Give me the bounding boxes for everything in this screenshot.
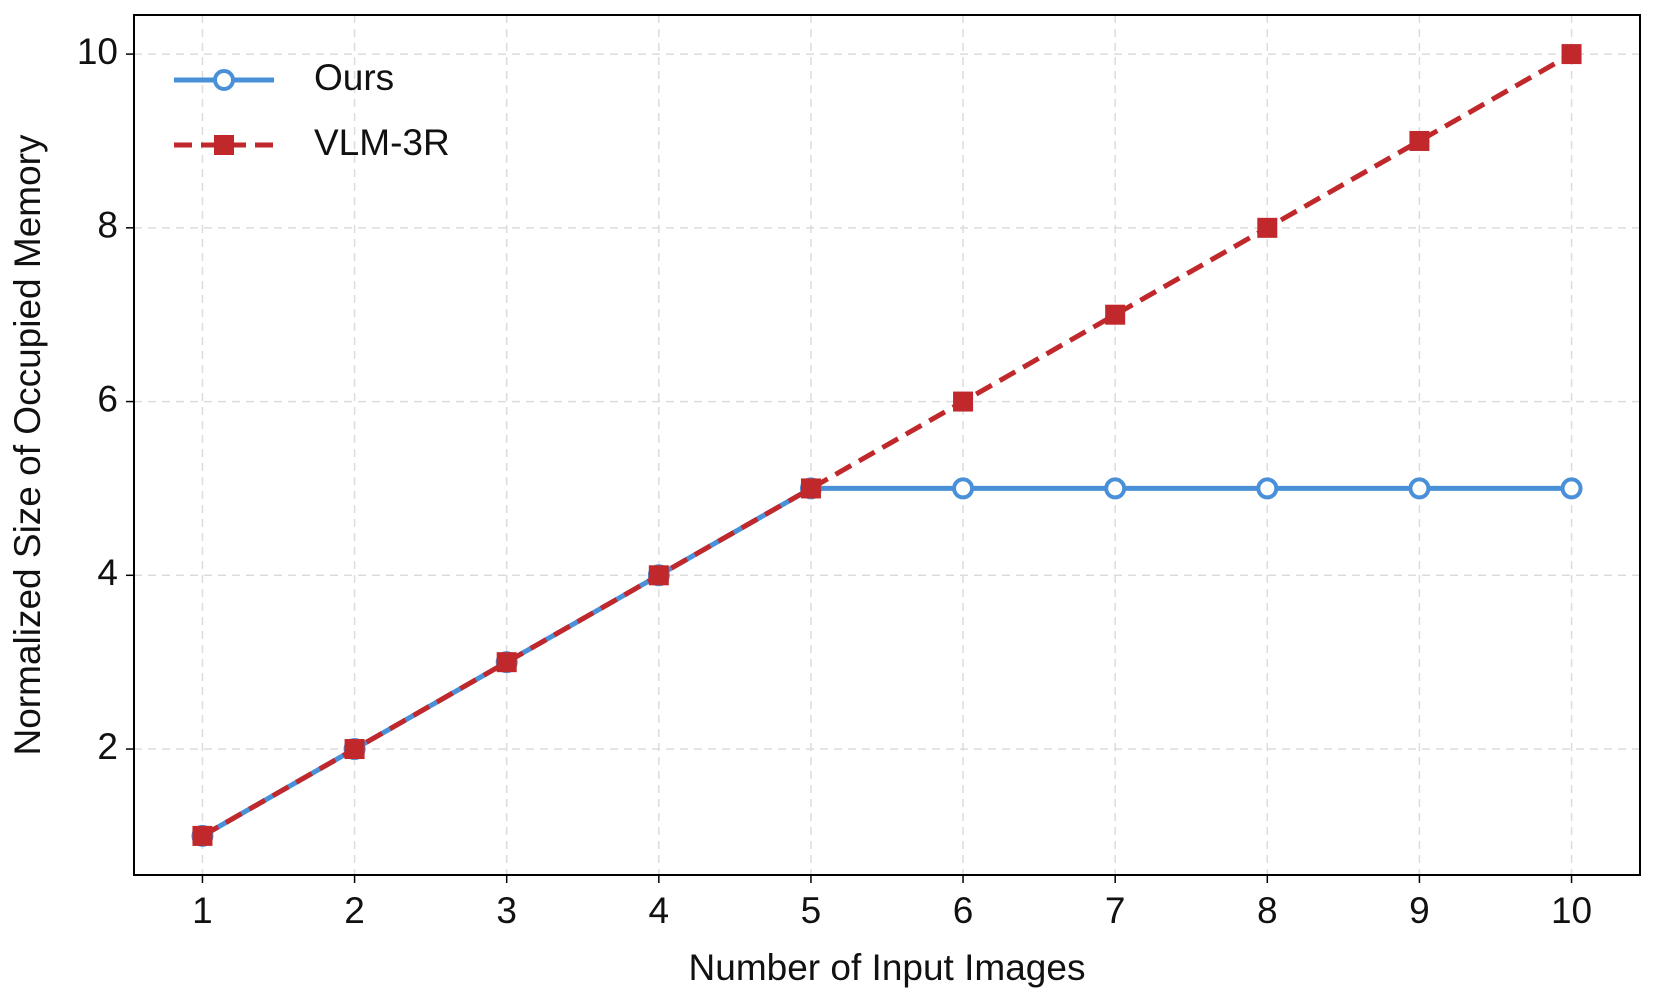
x-tick-label: 5 — [801, 890, 822, 931]
y-axis-label: Normalized Size of Occupied Memory — [7, 134, 48, 755]
data-point — [344, 739, 365, 760]
y-tick-label: 2 — [97, 726, 118, 767]
series-line — [201, 51, 1573, 839]
data-point — [192, 825, 213, 846]
legend-marker — [213, 69, 235, 91]
data-point — [952, 477, 975, 500]
data-point — [1409, 130, 1430, 151]
data-point — [1104, 477, 1127, 500]
x-tick-label: 10 — [1551, 890, 1592, 931]
data-point — [648, 565, 669, 586]
plot-frame — [133, 14, 1641, 876]
x-tick-label: 7 — [1105, 890, 1126, 931]
x-tick-label: 8 — [1257, 890, 1278, 931]
data-point — [1105, 304, 1126, 325]
data-point — [1408, 477, 1431, 500]
data-point — [1257, 217, 1278, 238]
legend-marker — [214, 135, 234, 155]
y-tick-label: 10 — [77, 31, 118, 72]
data-point — [1561, 44, 1582, 65]
data-point — [953, 391, 974, 412]
x-tick-label: 1 — [192, 890, 213, 931]
x-tick-label: 4 — [649, 890, 670, 931]
x-tick-label: 2 — [344, 890, 365, 931]
legend-label: VLM-3R — [314, 122, 450, 163]
y-tick-label: 6 — [97, 378, 118, 419]
legend-label: Ours — [314, 57, 394, 98]
x-axis-label: Number of Input Images — [689, 947, 1086, 988]
data-point — [800, 478, 821, 499]
x-tick-label: 9 — [1409, 890, 1430, 931]
data-point — [496, 652, 517, 673]
x-tick-label: 3 — [496, 890, 517, 931]
data-point — [1256, 477, 1279, 500]
data-point — [1560, 477, 1583, 500]
series-line — [201, 485, 1572, 839]
x-tick-label: 6 — [953, 890, 974, 931]
y-tick-label: 8 — [97, 205, 118, 246]
y-tick-label: 4 — [97, 552, 118, 593]
